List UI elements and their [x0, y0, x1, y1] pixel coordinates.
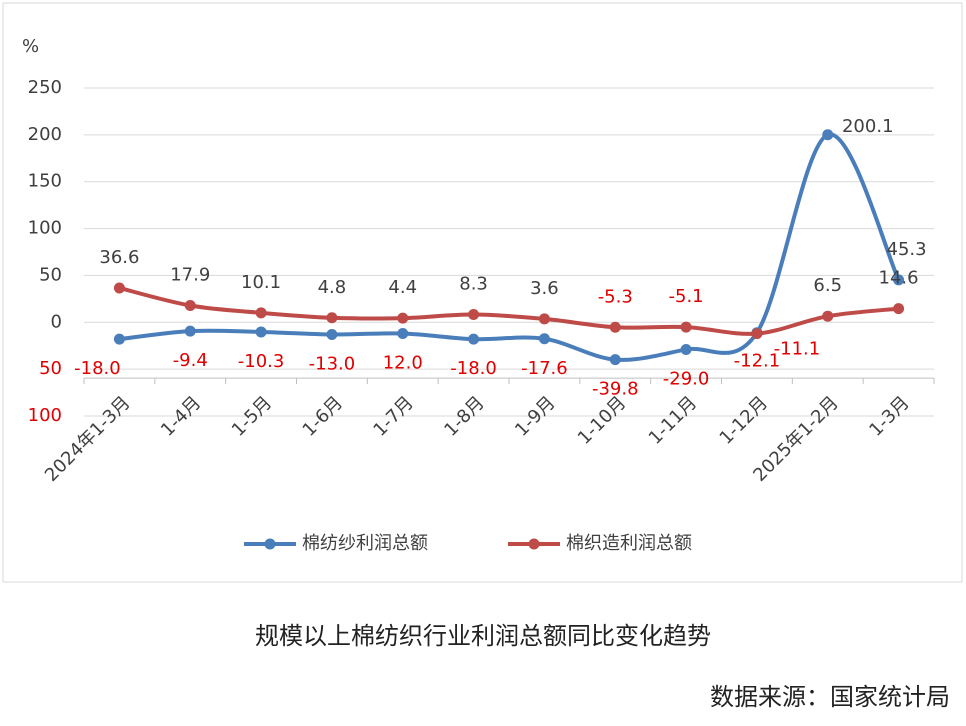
- data-point: [113, 282, 125, 294]
- data-label: 36.6: [99, 247, 139, 268]
- y-tick-label: 250: [28, 77, 62, 98]
- data-label: 8.3: [459, 274, 488, 295]
- data-label: 12.0: [383, 353, 423, 374]
- data-point: [113, 333, 125, 345]
- data-label: 4.4: [388, 277, 417, 298]
- data-point: [184, 300, 196, 312]
- data-point: [538, 333, 550, 345]
- y-tick-label: 0: [51, 311, 62, 332]
- data-label: -5.3: [598, 286, 633, 307]
- data-label: -10.3: [238, 351, 285, 372]
- y-tick-label: 100: [28, 218, 62, 239]
- data-point: [609, 321, 621, 333]
- data-label: 3.6: [530, 278, 559, 299]
- data-point: [468, 333, 480, 345]
- data-point: [255, 307, 267, 319]
- chart-frame: [2, 2, 963, 583]
- legend-label: 棉织造利润总额: [566, 533, 692, 554]
- data-label: 45.3: [887, 239, 927, 260]
- y-tick-label: 150: [28, 171, 62, 192]
- unit-label: %: [22, 36, 39, 57]
- data-label: -18.0: [450, 358, 497, 379]
- caption: 规模以上棉纺织行业利润总额同比变化趋势: [255, 622, 711, 650]
- data-point: [609, 354, 621, 366]
- y-tick-label: 100: [28, 405, 62, 426]
- data-point: [680, 343, 692, 355]
- source: 数据来源：国家统计局: [710, 683, 950, 711]
- data-label: -5.1: [669, 286, 704, 307]
- data-point: [326, 312, 338, 324]
- y-tick-label: 50: [39, 358, 62, 379]
- data-label: 200.1: [842, 116, 894, 137]
- data-label: -29.0: [663, 368, 710, 389]
- data-label: -18.0: [74, 358, 121, 379]
- data-label: 14.6: [879, 268, 919, 289]
- data-point: [680, 321, 692, 333]
- data-point: [893, 303, 905, 315]
- data-point: [397, 312, 409, 324]
- data-point: [751, 328, 763, 340]
- data-point: [822, 310, 834, 322]
- data-label: -11.1: [774, 339, 821, 360]
- data-label: 10.1: [241, 272, 281, 293]
- data-label: -13.0: [309, 353, 356, 374]
- legend-marker: [264, 538, 276, 550]
- data-label: -9.4: [173, 350, 208, 371]
- data-label: 4.8: [318, 277, 347, 298]
- data-point: [538, 313, 550, 325]
- legend-label: 棉纺纱利润总额: [302, 533, 428, 554]
- legend-marker: [528, 538, 540, 550]
- y-tick-label: 50: [39, 264, 62, 285]
- y-tick-label: 200: [28, 124, 62, 145]
- data-label: -12.1: [734, 351, 781, 372]
- data-label: 6.5: [813, 275, 842, 296]
- data-point: [255, 326, 267, 338]
- data-label: -17.6: [521, 358, 568, 379]
- data-point: [893, 274, 905, 286]
- data-point: [822, 129, 834, 141]
- series-line: [118, 286, 899, 336]
- data-point: [397, 328, 409, 340]
- data-point: [468, 309, 480, 321]
- data-point: [184, 325, 196, 337]
- data-label: -39.8: [592, 379, 639, 400]
- data-label: 17.9: [170, 265, 210, 286]
- data-point: [326, 328, 338, 340]
